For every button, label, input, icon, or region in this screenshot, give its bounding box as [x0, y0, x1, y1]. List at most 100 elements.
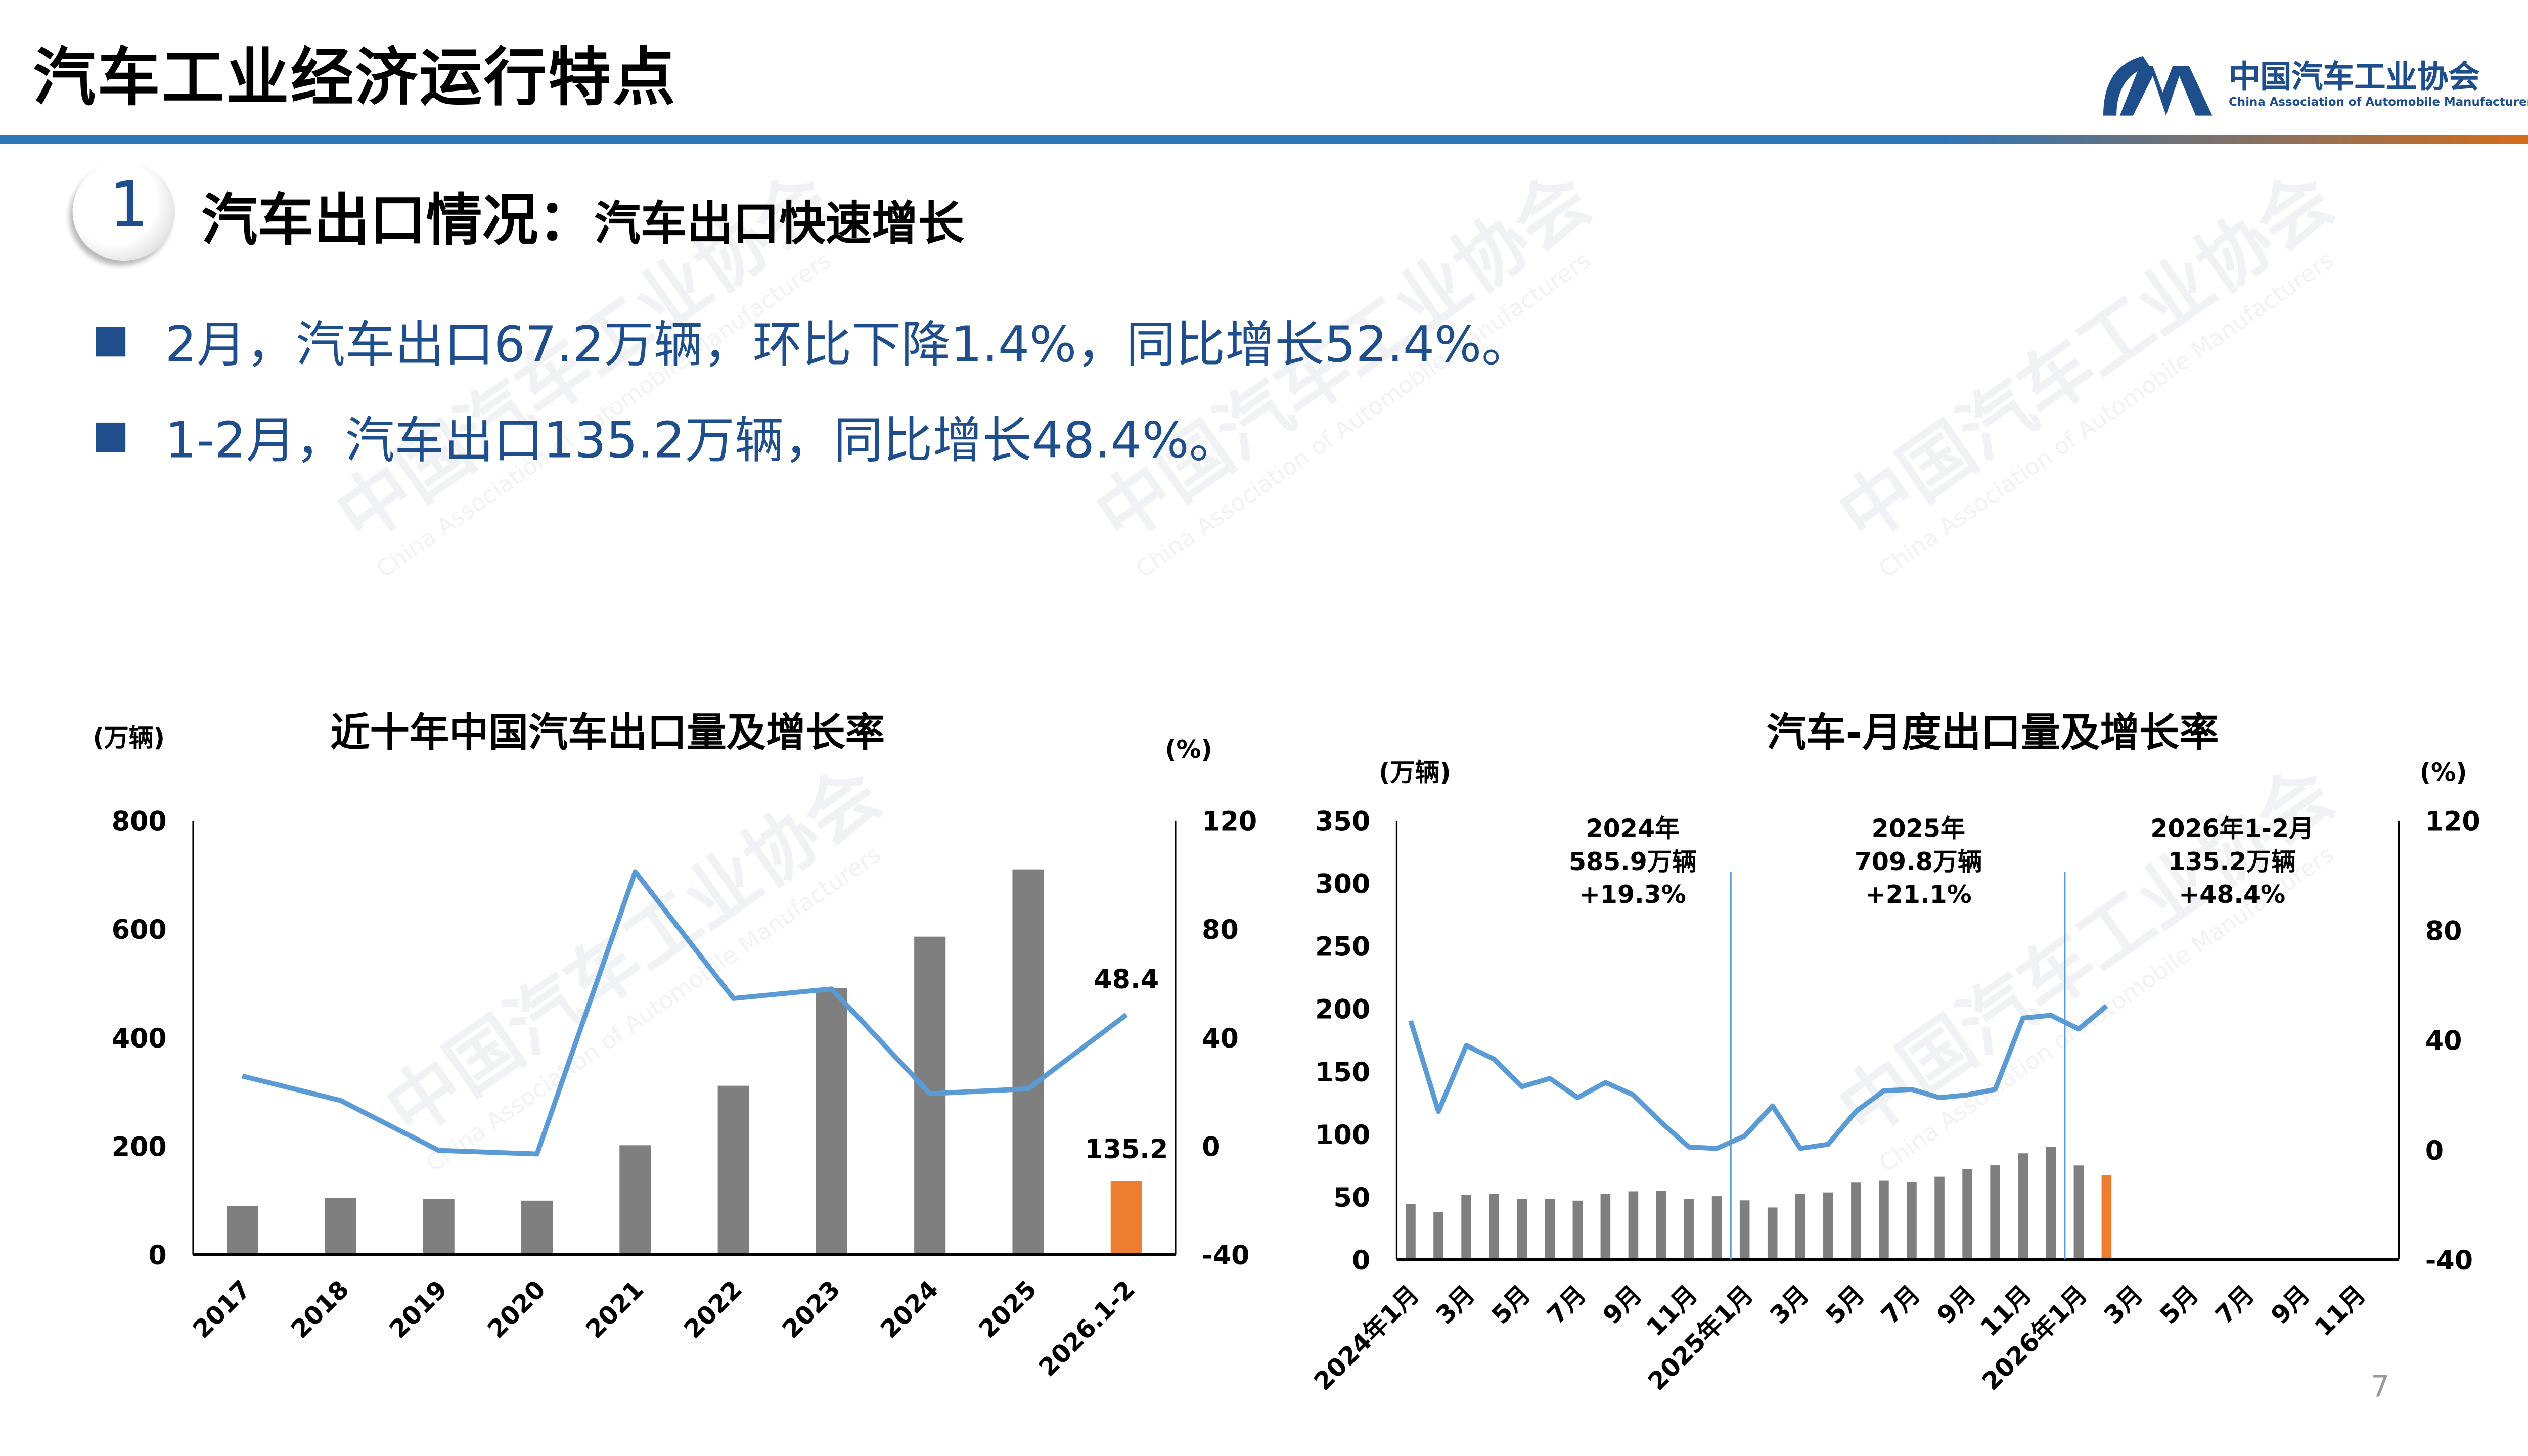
section-heading: 汽车出口情况：汽车出口快速增长: [201, 175, 964, 256]
y2-tick-label: 120: [2425, 806, 2480, 837]
annotation-text: 2025年: [1872, 814, 1965, 843]
logo-text-en: China Association of Automobile Manufact…: [2229, 96, 2528, 109]
y-tick-label: 200: [112, 1132, 167, 1163]
x-tick-label: 9月: [2266, 1280, 2316, 1330]
logo-text-cn: 中国汽车工业协会: [2229, 59, 2480, 96]
y2-tick-label: 80: [2425, 917, 2462, 947]
y-axis-unit: (万辆): [1379, 758, 1451, 787]
bar: [1739, 1200, 1750, 1260]
x-tick-label: 3月: [1430, 1280, 1480, 1330]
bar: [1934, 1176, 1945, 1260]
annotation-text: 2026年1-2月: [2150, 814, 2314, 843]
y2-tick-label: 0: [2425, 1136, 2444, 1166]
bar: [2101, 1175, 2112, 1260]
bar: [1489, 1194, 1499, 1260]
bullet-text: 1-2月，汽车出口135.2万辆，同比增长48.4%。: [165, 413, 1239, 471]
growth-point: [1438, 1111, 1439, 1112]
bar: [1907, 1182, 1917, 1260]
section-number: 1: [109, 168, 149, 241]
bar: [1767, 1207, 1778, 1260]
bar-data-label: 135.2: [1085, 1134, 1168, 1165]
bar: [1684, 1199, 1694, 1260]
x-tick-label: 5月: [1486, 1280, 1536, 1330]
x-tick-label: 5月: [2154, 1280, 2204, 1330]
chart-title: 汽车-月度出口量及增长率: [1767, 710, 2219, 756]
section-title: 汽车出口情况：: [201, 188, 595, 254]
x-tick-label: 9月: [1597, 1280, 1647, 1330]
y2-axis-unit: (%): [1165, 735, 1212, 764]
growth-point: [733, 998, 734, 999]
bar: [1433, 1212, 1443, 1260]
y2-tick-label: -40: [2425, 1246, 2473, 1276]
bar: [1990, 1165, 2000, 1260]
y2-tick-label: 0: [1202, 1132, 1220, 1163]
y-tick-label: 400: [112, 1024, 167, 1054]
y-tick-label: 50: [1333, 1183, 1370, 1213]
header-divider: [0, 135, 2528, 144]
bar: [1600, 1194, 1611, 1260]
bar: [521, 1200, 553, 1255]
y-tick-label: 600: [112, 915, 167, 945]
bar: [1795, 1194, 1805, 1260]
x-tick-label: 2024年1月: [1308, 1280, 1425, 1396]
bar: [1461, 1195, 1471, 1260]
bar: [1851, 1182, 1861, 1260]
bar: [619, 1145, 651, 1255]
growth-point: [438, 1150, 439, 1151]
y-tick-label: 150: [1315, 1058, 1370, 1088]
y-tick-label: 800: [112, 806, 167, 837]
bar: [1711, 1196, 1722, 1260]
annotation-text: 585.9万辆: [1569, 847, 1697, 876]
line-data-label: 48.4: [1094, 965, 1159, 995]
growth-point: [1995, 1089, 1996, 1090]
bar: [227, 1206, 258, 1255]
x-tick-label: 3月: [2098, 1280, 2148, 1330]
chart-title: 近十年中国汽车出口量及增长率: [330, 710, 885, 756]
page-number: 7: [2370, 1370, 2390, 1405]
growth-point: [1466, 1045, 1467, 1046]
y2-tick-label: 40: [1202, 1024, 1239, 1054]
y2-tick-label: 120: [1202, 806, 1257, 837]
section-number-badge: 1: [72, 161, 175, 261]
annotation-text: +48.4%: [2179, 880, 2285, 909]
y-axis-unit: (万辆): [93, 723, 165, 752]
y2-tick-label: -40: [1202, 1241, 1249, 1271]
y-tick-label: 0: [148, 1241, 166, 1271]
bar: [1406, 1204, 1416, 1260]
y2-axis-unit: (%): [2420, 758, 2467, 787]
x-tick-label: 5月: [1820, 1280, 1870, 1330]
y-tick-label: 250: [1315, 932, 1370, 963]
page-title: 汽车工业经济运行特点: [33, 41, 677, 114]
growth-point: [1856, 1111, 1857, 1112]
bar: [1110, 1181, 1142, 1255]
bar: [1656, 1191, 1666, 1260]
bar: [1628, 1191, 1639, 1260]
bullet-item: 2月，汽车出口67.2万辆，环比下降1.4%，同比增长52.4%。: [96, 304, 1531, 377]
y2-tick-label: 40: [2425, 1026, 2462, 1057]
annotation-text: +19.3%: [1579, 880, 1686, 909]
annotation-text: 135.2万辆: [2168, 847, 2296, 876]
growth-line: [242, 869, 1128, 1157]
bar: [1879, 1180, 1889, 1260]
y-tick-label: 350: [1315, 806, 1370, 837]
y-tick-label: 0: [1352, 1246, 1370, 1276]
caam-logo-icon: [2103, 56, 2213, 116]
square-bullet-icon: [96, 422, 126, 452]
bar: [1545, 1199, 1555, 1260]
annotation-text: 2024年: [1586, 814, 1680, 843]
bar: [816, 988, 847, 1255]
bullet-item: 1-2月，汽车出口135.2万辆，同比增长48.4%。: [96, 399, 1239, 472]
bar: [2018, 1153, 2028, 1260]
growth-line: [1408, 1004, 2108, 1151]
annotation-text: 709.8万辆: [1855, 847, 1982, 876]
bar: [2046, 1147, 2056, 1260]
growth-point: [1605, 1082, 1606, 1083]
bar: [1572, 1200, 1583, 1260]
bar: [1517, 1199, 1527, 1260]
bar: [1823, 1192, 1833, 1260]
x-tick-label: 9月: [1931, 1280, 1981, 1330]
y-tick-label: 200: [1315, 995, 1370, 1025]
